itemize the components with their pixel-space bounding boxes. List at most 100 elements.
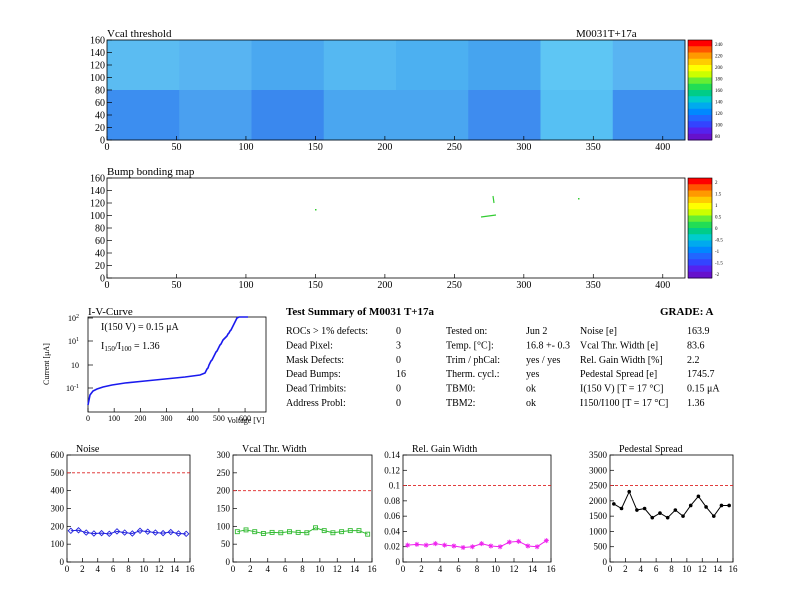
palette-label: 160 <box>715 89 723 94</box>
data-point <box>665 515 670 520</box>
x-tick-label: 200 <box>377 280 392 291</box>
palette-color-cell <box>688 83 712 91</box>
palette-color-cell <box>688 203 712 210</box>
summary-value: 163.9 <box>687 326 710 337</box>
data-point <box>612 502 616 506</box>
y-tick-label: 3000 <box>589 465 608 475</box>
y-tick-label: 10 <box>71 361 79 370</box>
x-tick-label: 100 <box>108 414 120 423</box>
x-tick-label: 2 <box>80 564 85 574</box>
data-point <box>650 515 655 520</box>
y-tick-label: 100 <box>51 539 65 549</box>
roc-tile <box>612 40 686 91</box>
summary-grade: GRADE: A <box>660 306 714 318</box>
palette-color-cell <box>688 190 712 198</box>
y-tick-label: 0 <box>603 557 608 567</box>
data-point <box>167 528 175 536</box>
palette-color-cell <box>688 246 712 254</box>
palette-color-cell <box>688 40 712 47</box>
x-tick-label: 4 <box>96 564 101 574</box>
summary-value: 0 <box>396 326 401 337</box>
iv-annotation-current: I(150 V) = 0.15 μA <box>101 322 180 333</box>
data-point <box>488 543 494 549</box>
series-line <box>613 490 730 519</box>
data-point <box>243 527 249 533</box>
chart-frame <box>232 454 373 563</box>
x-tick-label: 100 <box>238 142 253 153</box>
data-point <box>479 541 485 547</box>
iv-annotation-ratio: I150/I100 = 1.36 <box>101 341 160 353</box>
module-id: M0031T+17a <box>576 28 637 40</box>
data-point <box>82 529 90 536</box>
y-tick-label: 0.02 <box>384 542 400 552</box>
x-tick-label: 0 <box>65 564 70 574</box>
palette-frame <box>687 39 713 141</box>
palette-color-cell <box>688 234 712 241</box>
summary-label: TBM2: <box>446 398 475 409</box>
palette-color-cell <box>688 240 712 248</box>
y-tick-label: 0 <box>226 557 231 567</box>
palette-color-cell <box>688 108 712 116</box>
summary-value: 1745.7 <box>687 369 715 380</box>
x-tick-label: 8 <box>475 564 480 574</box>
y-tick-label: 0.04 <box>384 526 400 536</box>
roc-tile <box>396 90 469 141</box>
data-point <box>469 544 475 550</box>
x-tick-label: 500 <box>213 414 225 423</box>
bump-bonding-map: Bump bonding map 0 50 100 150 200 250 300 350 40… <box>90 166 723 291</box>
data-point <box>543 538 549 544</box>
data-point <box>90 530 98 537</box>
vcal-threshold-map: Vcal threshold M0031T+17a 0 50 100 150 200 25… <box>90 28 723 153</box>
x-tick-label: 4 <box>266 564 271 574</box>
y-tick-label: 40 <box>95 111 105 122</box>
series-line <box>407 540 547 548</box>
iv-title: I-V-Curve <box>88 306 133 318</box>
summary-value: Jun 2 <box>526 326 547 337</box>
data-point <box>278 530 284 536</box>
x-tick-label: 50 <box>171 142 181 153</box>
roc-tile <box>251 90 325 141</box>
y-tick-label: 100 <box>217 521 231 531</box>
y-tick-label: 2000 <box>589 496 608 506</box>
data-point <box>688 503 693 508</box>
palette-label: -2 <box>715 273 720 278</box>
roc-tile <box>323 40 397 91</box>
x-tick-label: 50 <box>171 280 181 291</box>
palette-color-cell <box>688 259 712 266</box>
summary-label: Temp. [°C]: <box>446 340 494 351</box>
x-tick-label: 2 <box>419 564 424 574</box>
x-tick-label: 8 <box>300 564 305 574</box>
x-tick-label: 14 <box>170 564 180 574</box>
data-point <box>287 529 292 535</box>
data-point <box>182 530 190 538</box>
palette-color-cell <box>688 115 712 122</box>
summary-label: Pedestal Spread [e] <box>580 369 657 380</box>
palette-label: 0.5 <box>715 216 722 221</box>
x-tick-label: 2 <box>248 564 253 574</box>
x-tick-label: 6 <box>111 564 116 574</box>
iv-frame <box>87 316 267 413</box>
y-tick-label: 10-1 <box>66 384 79 393</box>
palette-color-cell <box>688 209 712 216</box>
palette-color-cell <box>688 221 712 229</box>
summary-label: Vcal Thr. Width [e] <box>580 340 658 351</box>
data-point <box>658 511 662 515</box>
data-point <box>269 529 275 535</box>
data-point <box>129 530 136 537</box>
x-tick-label: 350 <box>586 142 601 153</box>
data-point <box>451 543 457 549</box>
palette-label: 180 <box>715 78 723 83</box>
data-point <box>152 529 159 536</box>
palette-color-cell <box>688 90 712 97</box>
y-tick-label: 20 <box>95 261 105 272</box>
bump-map-x-axis: 0 50 100 150 200 250 300 350 400 <box>105 274 670 291</box>
summary-column-defects: ROCs > 1% defects: 0 Dead Pixel: 3 Mask Defe… <box>286 326 406 409</box>
y-tick-label: 160 <box>90 174 105 185</box>
data-point <box>460 544 466 550</box>
y-tick-label: 0.08 <box>384 496 400 506</box>
iv-ylabel: Current [μA] <box>42 343 51 385</box>
y-tick-label: 0 <box>60 557 65 567</box>
data-point <box>727 503 731 508</box>
summary-value: 83.6 <box>687 340 705 351</box>
